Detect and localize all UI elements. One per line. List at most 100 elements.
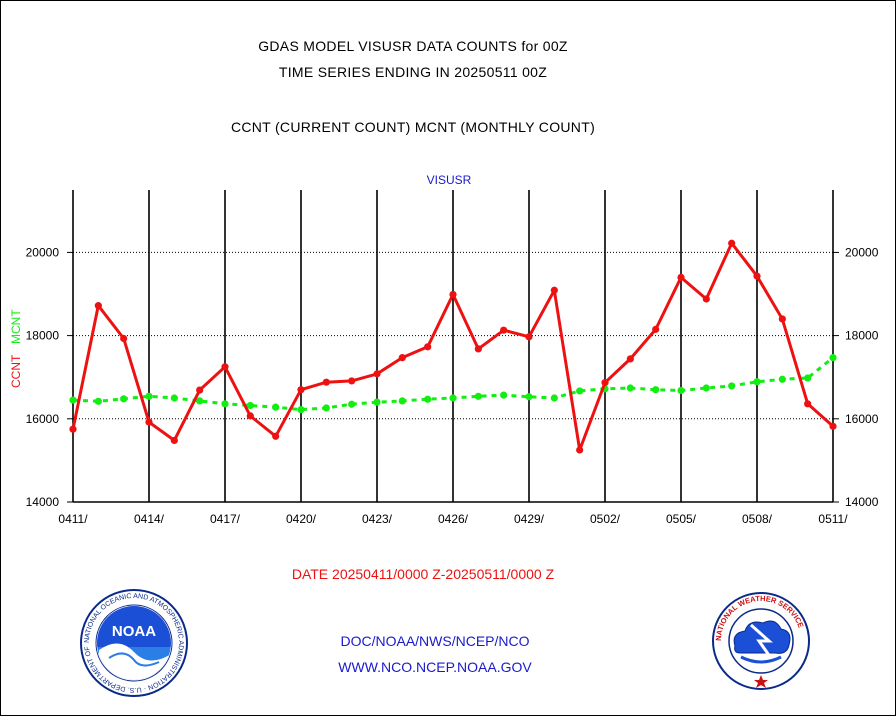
- data-point-ccnt: [702, 295, 710, 303]
- data-point-ccnt: [576, 446, 584, 454]
- data-point-ccnt: [348, 377, 356, 385]
- data-point-mcnt: [221, 400, 229, 408]
- y-axis-title-ccnt: CCNT: [9, 354, 23, 388]
- data-point-ccnt: [474, 345, 482, 353]
- y-tick-label-right: 18000: [845, 329, 879, 343]
- data-point-ccnt: [297, 386, 305, 394]
- data-point-mcnt: [626, 384, 634, 392]
- data-point-mcnt: [373, 398, 381, 406]
- data-point-mcnt: [246, 401, 254, 410]
- noaa-logo: NATIONAL OCEANIC AND ATMOSPHERIC ADMINIS…: [79, 588, 188, 697]
- data-point-ccnt: [145, 418, 153, 426]
- y-tick-label-right: 16000: [845, 412, 879, 426]
- data-point-mcnt: [120, 395, 128, 403]
- x-tick-label: 0429/: [514, 512, 545, 526]
- data-point-ccnt: [829, 422, 837, 430]
- data-point-ccnt: [626, 355, 634, 363]
- data-point-mcnt: [550, 394, 558, 402]
- y-tick-label-left: 18000: [26, 329, 60, 343]
- y-tick-label-left: 14000: [26, 495, 60, 509]
- data-point-ccnt: [272, 432, 280, 440]
- x-tick-label: 0420/: [286, 512, 317, 526]
- plot-title: VISUSR: [427, 173, 472, 187]
- data-point-mcnt: [348, 400, 356, 408]
- data-point-mcnt: [474, 392, 482, 400]
- x-tick-label: 0502/: [590, 512, 621, 526]
- data-point-mcnt: [69, 396, 77, 404]
- data-point-mcnt: [576, 387, 584, 395]
- data-point-mcnt: [652, 386, 660, 394]
- data-point-ccnt: [652, 325, 660, 333]
- data-point-mcnt: [170, 394, 178, 402]
- y-tick-label-left: 16000: [26, 412, 60, 426]
- data-point-ccnt: [246, 412, 254, 420]
- data-point-mcnt: [94, 397, 102, 405]
- chart-title-line-2: TIME SERIES ENDING IN 20250511 00Z: [278, 64, 548, 80]
- data-point-mcnt: [728, 382, 736, 390]
- chart-title-line-3: CCNT (CURRENT COUNT) MCNT (MONTHLY COUNT…: [230, 119, 596, 135]
- data-point-mcnt: [829, 354, 837, 362]
- x-tick-label: 0417/: [210, 512, 241, 526]
- data-point-ccnt: [525, 333, 533, 341]
- data-point-mcnt: [500, 391, 508, 399]
- y-axis-title-mcnt: MCNT: [9, 309, 23, 344]
- data-point-mcnt: [145, 392, 153, 400]
- data-point-ccnt: [398, 354, 406, 362]
- data-point-mcnt: [398, 397, 406, 405]
- data-point-ccnt: [804, 400, 812, 408]
- x-tick-label: 0505/: [666, 512, 697, 526]
- data-point-mcnt: [322, 404, 330, 412]
- y-axis-labels: 14000 14000 16000 16000 18000 18000 20000 20000: [26, 245, 879, 509]
- x-tick-label: 0426/: [438, 512, 469, 526]
- plot-axes: [67, 190, 839, 503]
- data-point-mcnt: [753, 378, 761, 386]
- series-ccnt: [69, 239, 837, 454]
- org-path-label: DOC/NOAA/NWS/NCEP/NCO: [340, 633, 530, 649]
- data-point-ccnt: [322, 378, 330, 386]
- y-tick-label-right: 20000: [845, 245, 879, 259]
- data-point-ccnt: [728, 239, 736, 247]
- data-point-ccnt: [677, 273, 685, 281]
- data-point-ccnt: [778, 315, 786, 323]
- x-tick-label: 0414/: [134, 512, 165, 526]
- data-point-mcnt: [272, 403, 280, 411]
- website-link[interactable]: WWW.NCO.NCEP.NOAA.GOV: [338, 659, 532, 675]
- data-point-ccnt: [449, 290, 457, 299]
- noaa-logo-word: NOAA: [112, 623, 156, 640]
- date-range-label: DATE 20250411/0000 Z-20250511/0000 Z: [291, 566, 555, 582]
- y-tick-label-left: 20000: [26, 245, 60, 259]
- x-tick-label: 0411/: [58, 512, 88, 526]
- data-point-ccnt: [373, 370, 381, 378]
- x-tick-label: 0423/: [362, 512, 393, 526]
- series-mcnt: [69, 354, 837, 414]
- data-point-mcnt: [804, 374, 812, 382]
- grid-lines: [73, 190, 833, 502]
- data-point-ccnt: [196, 386, 204, 394]
- data-point-ccnt: [753, 272, 761, 280]
- data-point-mcnt: [778, 375, 786, 383]
- y-axis-title: CCNT MCNT: [9, 309, 23, 388]
- data-point-ccnt: [94, 302, 102, 310]
- y-tick-label-right: 14000: [845, 495, 879, 509]
- data-point-mcnt: [449, 394, 457, 402]
- data-point-ccnt: [550, 286, 558, 294]
- x-axis-labels: 0411/0414/0417/0420/0423/0426/0429/0502/…: [58, 512, 848, 526]
- chart-title-line-1: GDAS MODEL VISUSR DATA COUNTS for 00Z: [258, 38, 568, 54]
- data-point-mcnt: [702, 384, 710, 392]
- x-tick-label: 0508/: [742, 512, 773, 526]
- data-point-mcnt: [677, 386, 685, 395]
- data-point-ccnt: [120, 334, 128, 343]
- x-tick-label: 0511/: [818, 512, 848, 526]
- data-point-mcnt: [196, 397, 204, 405]
- data-point-ccnt: [601, 379, 609, 387]
- data-point-ccnt: [170, 436, 178, 445]
- data-point-ccnt: [424, 343, 432, 351]
- data-point-ccnt: [69, 425, 77, 433]
- data-point-ccnt: [221, 363, 229, 371]
- data-point-ccnt: [500, 326, 508, 334]
- data-point-mcnt: [297, 406, 305, 414]
- nws-logo: NATIONAL WEATHER SERVICE: [712, 592, 810, 690]
- data-point-mcnt: [525, 393, 533, 401]
- data-point-mcnt: [424, 395, 432, 403]
